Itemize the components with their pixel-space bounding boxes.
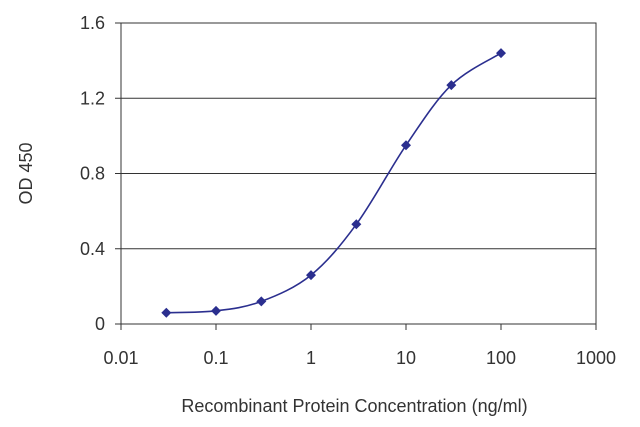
- x-tick-label: 1: [306, 348, 316, 368]
- data-point: [306, 270, 316, 281]
- data-point: [401, 140, 411, 151]
- y-tick-label: 0.4: [80, 239, 105, 259]
- data-point: [256, 296, 267, 307]
- x-tick-label: 10: [396, 348, 416, 368]
- x-tick-label: 100: [486, 348, 516, 368]
- x-tick-label: 1000: [576, 348, 616, 368]
- series-line: [166, 52, 502, 314]
- y-axis-title: OD 450: [16, 142, 36, 204]
- axis-ticks: [115, 22, 597, 330]
- data-point: [496, 48, 506, 59]
- y-tick-label: 1.6: [80, 13, 105, 33]
- data-point: [351, 219, 362, 230]
- data-points: [161, 48, 506, 318]
- tick-labels: 0 0.4 0.8 1.2 1.6 0.01 0.1 1 10 100 1000: [80, 13, 616, 368]
- y-tick-label: 0.8: [80, 164, 105, 184]
- data-point: [446, 80, 457, 91]
- grid-lines: [121, 97, 596, 250]
- y-tick-label: 0: [95, 314, 105, 334]
- x-axis-title: Recombinant Protein Concentration (ng/ml…: [181, 396, 527, 416]
- y-tick-label: 1.2: [80, 88, 105, 108]
- data-point: [211, 305, 221, 316]
- x-tick-label: 0.01: [103, 348, 138, 368]
- data-point: [161, 307, 172, 318]
- x-tick-label: 0.1: [203, 348, 228, 368]
